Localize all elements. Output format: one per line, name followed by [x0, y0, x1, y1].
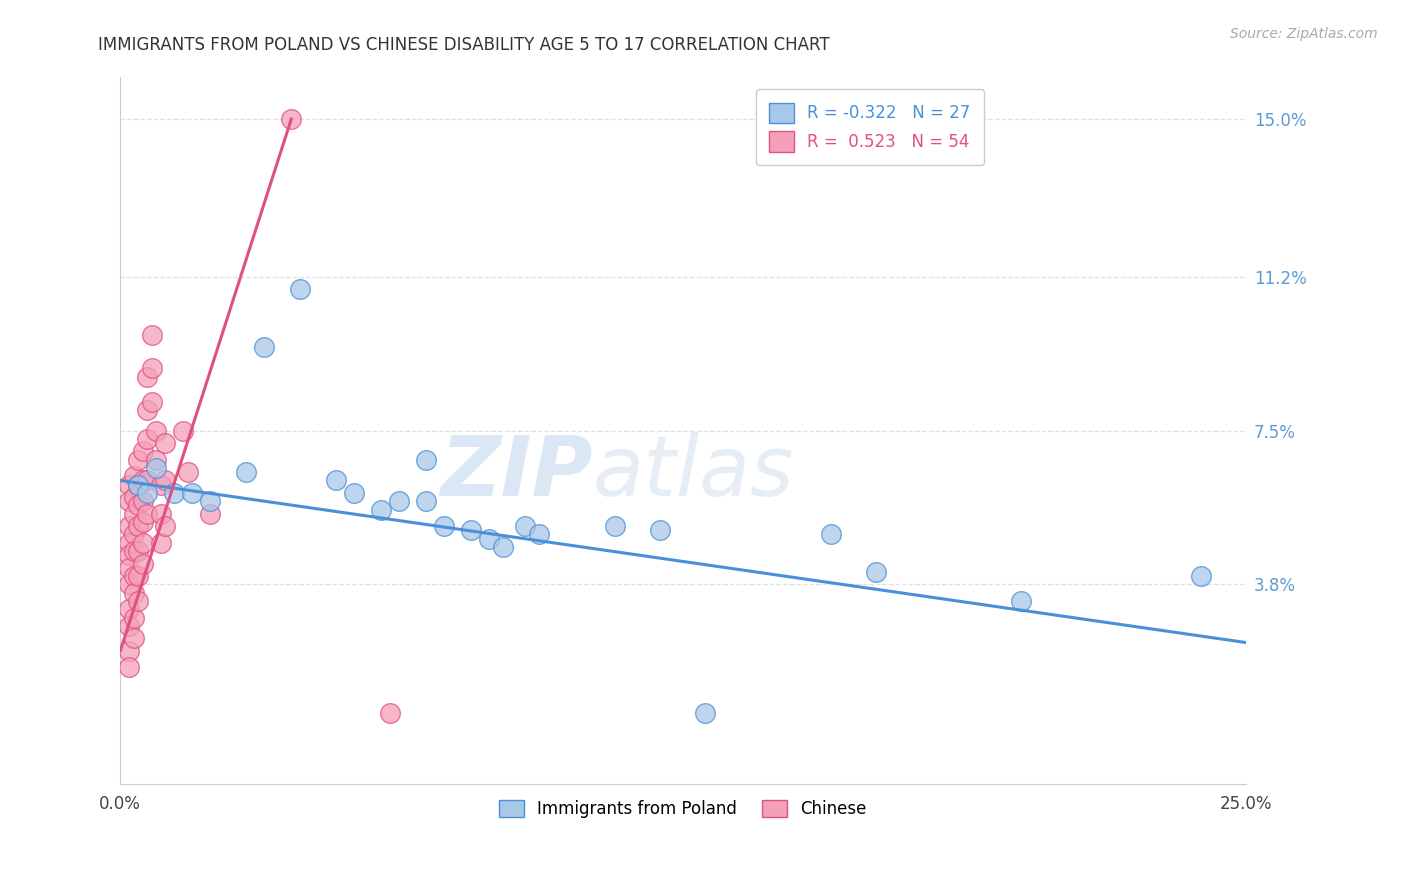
Point [136, 474, 159, 488]
Point [136, 369, 159, 384]
Point [122, 527, 145, 541]
Point [118, 477, 141, 491]
Point [149, 535, 172, 549]
Point [136, 486, 159, 500]
Point [290, 282, 312, 296]
Point [132, 557, 155, 571]
Point [127, 452, 149, 467]
Point [163, 486, 186, 500]
Point [155, 474, 177, 488]
Point [127, 499, 149, 513]
Point [605, 519, 627, 533]
Text: Source: ZipAtlas.com: Source: ZipAtlas.com [1230, 27, 1378, 41]
Point [149, 477, 172, 491]
Point [515, 519, 537, 533]
Point [118, 535, 141, 549]
Point [695, 706, 717, 720]
Point [200, 494, 222, 508]
Point [122, 507, 145, 521]
Point [118, 494, 141, 508]
Point [136, 432, 159, 446]
Point [155, 519, 177, 533]
Point [141, 361, 163, 376]
Point [253, 341, 276, 355]
Point [280, 112, 302, 126]
Point [460, 524, 482, 538]
Legend: Immigrants from Poland, Chinese: Immigrants from Poland, Chinese [492, 793, 873, 825]
Point [155, 436, 177, 450]
Point [141, 328, 163, 343]
Point [145, 424, 167, 438]
Point [118, 602, 141, 616]
Point [127, 477, 149, 491]
Point [141, 394, 163, 409]
Point [122, 610, 145, 624]
Point [527, 527, 550, 541]
Point [127, 594, 149, 608]
Point [136, 402, 159, 417]
Point [325, 474, 347, 488]
Point [177, 465, 200, 479]
Point [132, 494, 155, 508]
Point [118, 577, 141, 591]
Point [343, 486, 366, 500]
Point [132, 515, 155, 529]
Point [127, 519, 149, 533]
Point [181, 486, 204, 500]
Point [118, 519, 141, 533]
Point [122, 544, 145, 558]
Point [118, 560, 141, 574]
Point [118, 660, 141, 674]
Point [145, 461, 167, 475]
Point [235, 465, 257, 479]
Point [118, 619, 141, 633]
Point [149, 507, 172, 521]
Point [122, 585, 145, 599]
Point [415, 452, 437, 467]
Point [122, 569, 145, 583]
Point [820, 527, 842, 541]
Point [433, 519, 456, 533]
Point [122, 490, 145, 504]
Point [478, 532, 501, 546]
Point [1010, 594, 1032, 608]
Point [380, 706, 402, 720]
Point [1189, 569, 1212, 583]
Point [145, 452, 167, 467]
Point [370, 502, 392, 516]
Point [118, 548, 141, 562]
Point [865, 565, 887, 579]
Text: ZIP: ZIP [440, 433, 593, 514]
Point [118, 644, 141, 658]
Point [132, 444, 155, 458]
Text: atlas: atlas [593, 433, 794, 514]
Point [388, 494, 411, 508]
Point [132, 535, 155, 549]
Point [122, 469, 145, 483]
Point [127, 569, 149, 583]
Point [132, 474, 155, 488]
Point [127, 477, 149, 491]
Point [127, 544, 149, 558]
Point [650, 524, 672, 538]
Point [492, 540, 515, 554]
Point [415, 494, 437, 508]
Text: IMMIGRANTS FROM POLAND VS CHINESE DISABILITY AGE 5 TO 17 CORRELATION CHART: IMMIGRANTS FROM POLAND VS CHINESE DISABI… [98, 36, 830, 54]
Point [200, 507, 222, 521]
Point [122, 632, 145, 646]
Point [136, 507, 159, 521]
Point [172, 424, 194, 438]
